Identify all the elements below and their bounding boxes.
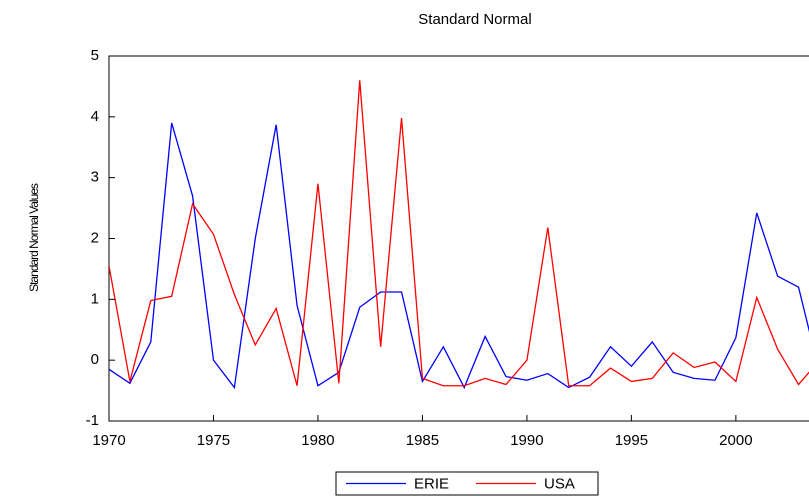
y-axis-label: Standard Normal Values [27, 183, 41, 292]
legend-label: USA [544, 475, 575, 492]
y-tick-label: 4 [91, 108, 99, 125]
x-tick-label: 1970 [92, 432, 125, 449]
x-tick-label: 2000 [719, 432, 752, 449]
lines [109, 80, 809, 390]
legend [335, 471, 599, 496]
series-line [109, 80, 809, 387]
x-tick-label: 1985 [406, 432, 439, 449]
x-tick-label: 1990 [510, 432, 543, 449]
y-tick-label: 5 [91, 47, 99, 64]
legend-label: ERIE [414, 475, 449, 492]
y-tick-label: 1 [91, 290, 99, 307]
chart-title: Standard Normal [418, 11, 531, 28]
y-tick-label: 3 [91, 169, 99, 186]
y-tick-label: 0 [91, 351, 99, 368]
plot-frame [108, 55, 809, 422]
x-tick-label: 1995 [615, 432, 648, 449]
y-tick-label: 2 [91, 229, 99, 246]
series-line [109, 122, 809, 390]
x-tick-label: 1975 [197, 432, 230, 449]
x-tick-label: 1980 [301, 432, 334, 449]
y-tick-label: -1 [86, 412, 99, 429]
